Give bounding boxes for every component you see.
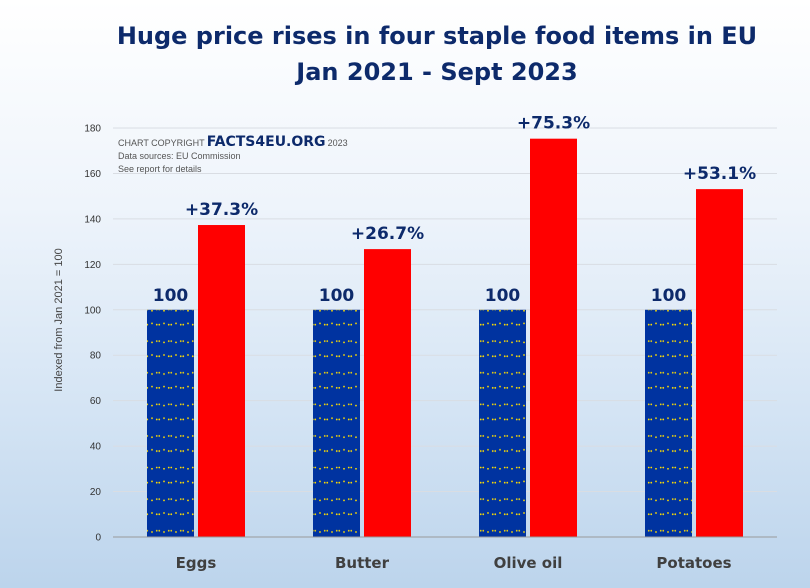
bar-baseline-stars <box>313 309 360 537</box>
y-tick-label: 140 <box>84 214 101 225</box>
bar-2023-eggs <box>198 225 245 537</box>
bars <box>147 138 743 538</box>
y-tick-label: 60 <box>90 396 102 407</box>
data-source-note: Data sources: EU Commission <box>118 151 241 161</box>
y-tick-label: 160 <box>84 169 101 180</box>
copyright-block: CHART COPYRIGHT FACTS4EU.ORG 2023 Data sou… <box>118 134 348 174</box>
data-labels: 100 +37.3% 100 +26.7% 100 +75.3% 100 +53.1% <box>153 114 756 306</box>
y-tick-label: 40 <box>90 442 102 453</box>
data-label-change: +26.7% <box>351 224 424 244</box>
y-tick-label: 20 <box>90 487 102 498</box>
category-labels: Eggs Butter Olive oil Potatoes <box>176 554 732 572</box>
copyright-line: CHART COPYRIGHT FACTS4EU.ORG 2023 <box>118 134 348 150</box>
data-label-change: +53.1% <box>683 164 756 184</box>
category-label: Eggs <box>176 554 217 572</box>
y-tick-label: 0 <box>95 533 101 544</box>
data-label-baseline: 100 <box>651 286 687 306</box>
category-label: Potatoes <box>656 554 731 572</box>
chart-subtitle: Jan 2021 - Sept 2023 <box>294 58 577 86</box>
category-label: Butter <box>335 554 390 572</box>
y-tick-label: 180 <box>84 124 101 135</box>
data-label-baseline: 100 <box>153 286 189 306</box>
y-axis-label: Indexed from Jan 2021 = 100 <box>53 248 65 391</box>
category-label: Olive oil <box>494 554 563 572</box>
y-axis-ticks: 0 20 40 60 80 100 120 140 160 180 <box>84 124 101 544</box>
chart-title: Huge price rises in four staple food ite… <box>117 22 757 50</box>
copyright-brand: FACTS4EU.ORG <box>207 134 326 150</box>
y-tick-label: 80 <box>90 351 102 362</box>
y-tick-label: 120 <box>84 260 101 271</box>
bar-2023-olive-oil <box>530 138 577 537</box>
bar-2023-potatoes <box>696 189 743 537</box>
copyright-prefix: CHART COPYRIGHT <box>118 138 205 148</box>
bar-baseline-stars <box>147 309 194 537</box>
data-label-change: +37.3% <box>185 200 258 220</box>
bar-baseline-stars <box>645 309 692 537</box>
data-label-change: +75.3% <box>517 114 590 134</box>
data-label-baseline: 100 <box>319 286 355 306</box>
copyright-year: 2023 <box>328 138 348 148</box>
y-tick-label: 100 <box>84 305 101 316</box>
bar-baseline-stars <box>479 309 526 537</box>
report-note: See report for details <box>118 164 202 174</box>
bar-2023-butter <box>364 249 411 538</box>
data-label-baseline: 100 <box>485 286 521 306</box>
